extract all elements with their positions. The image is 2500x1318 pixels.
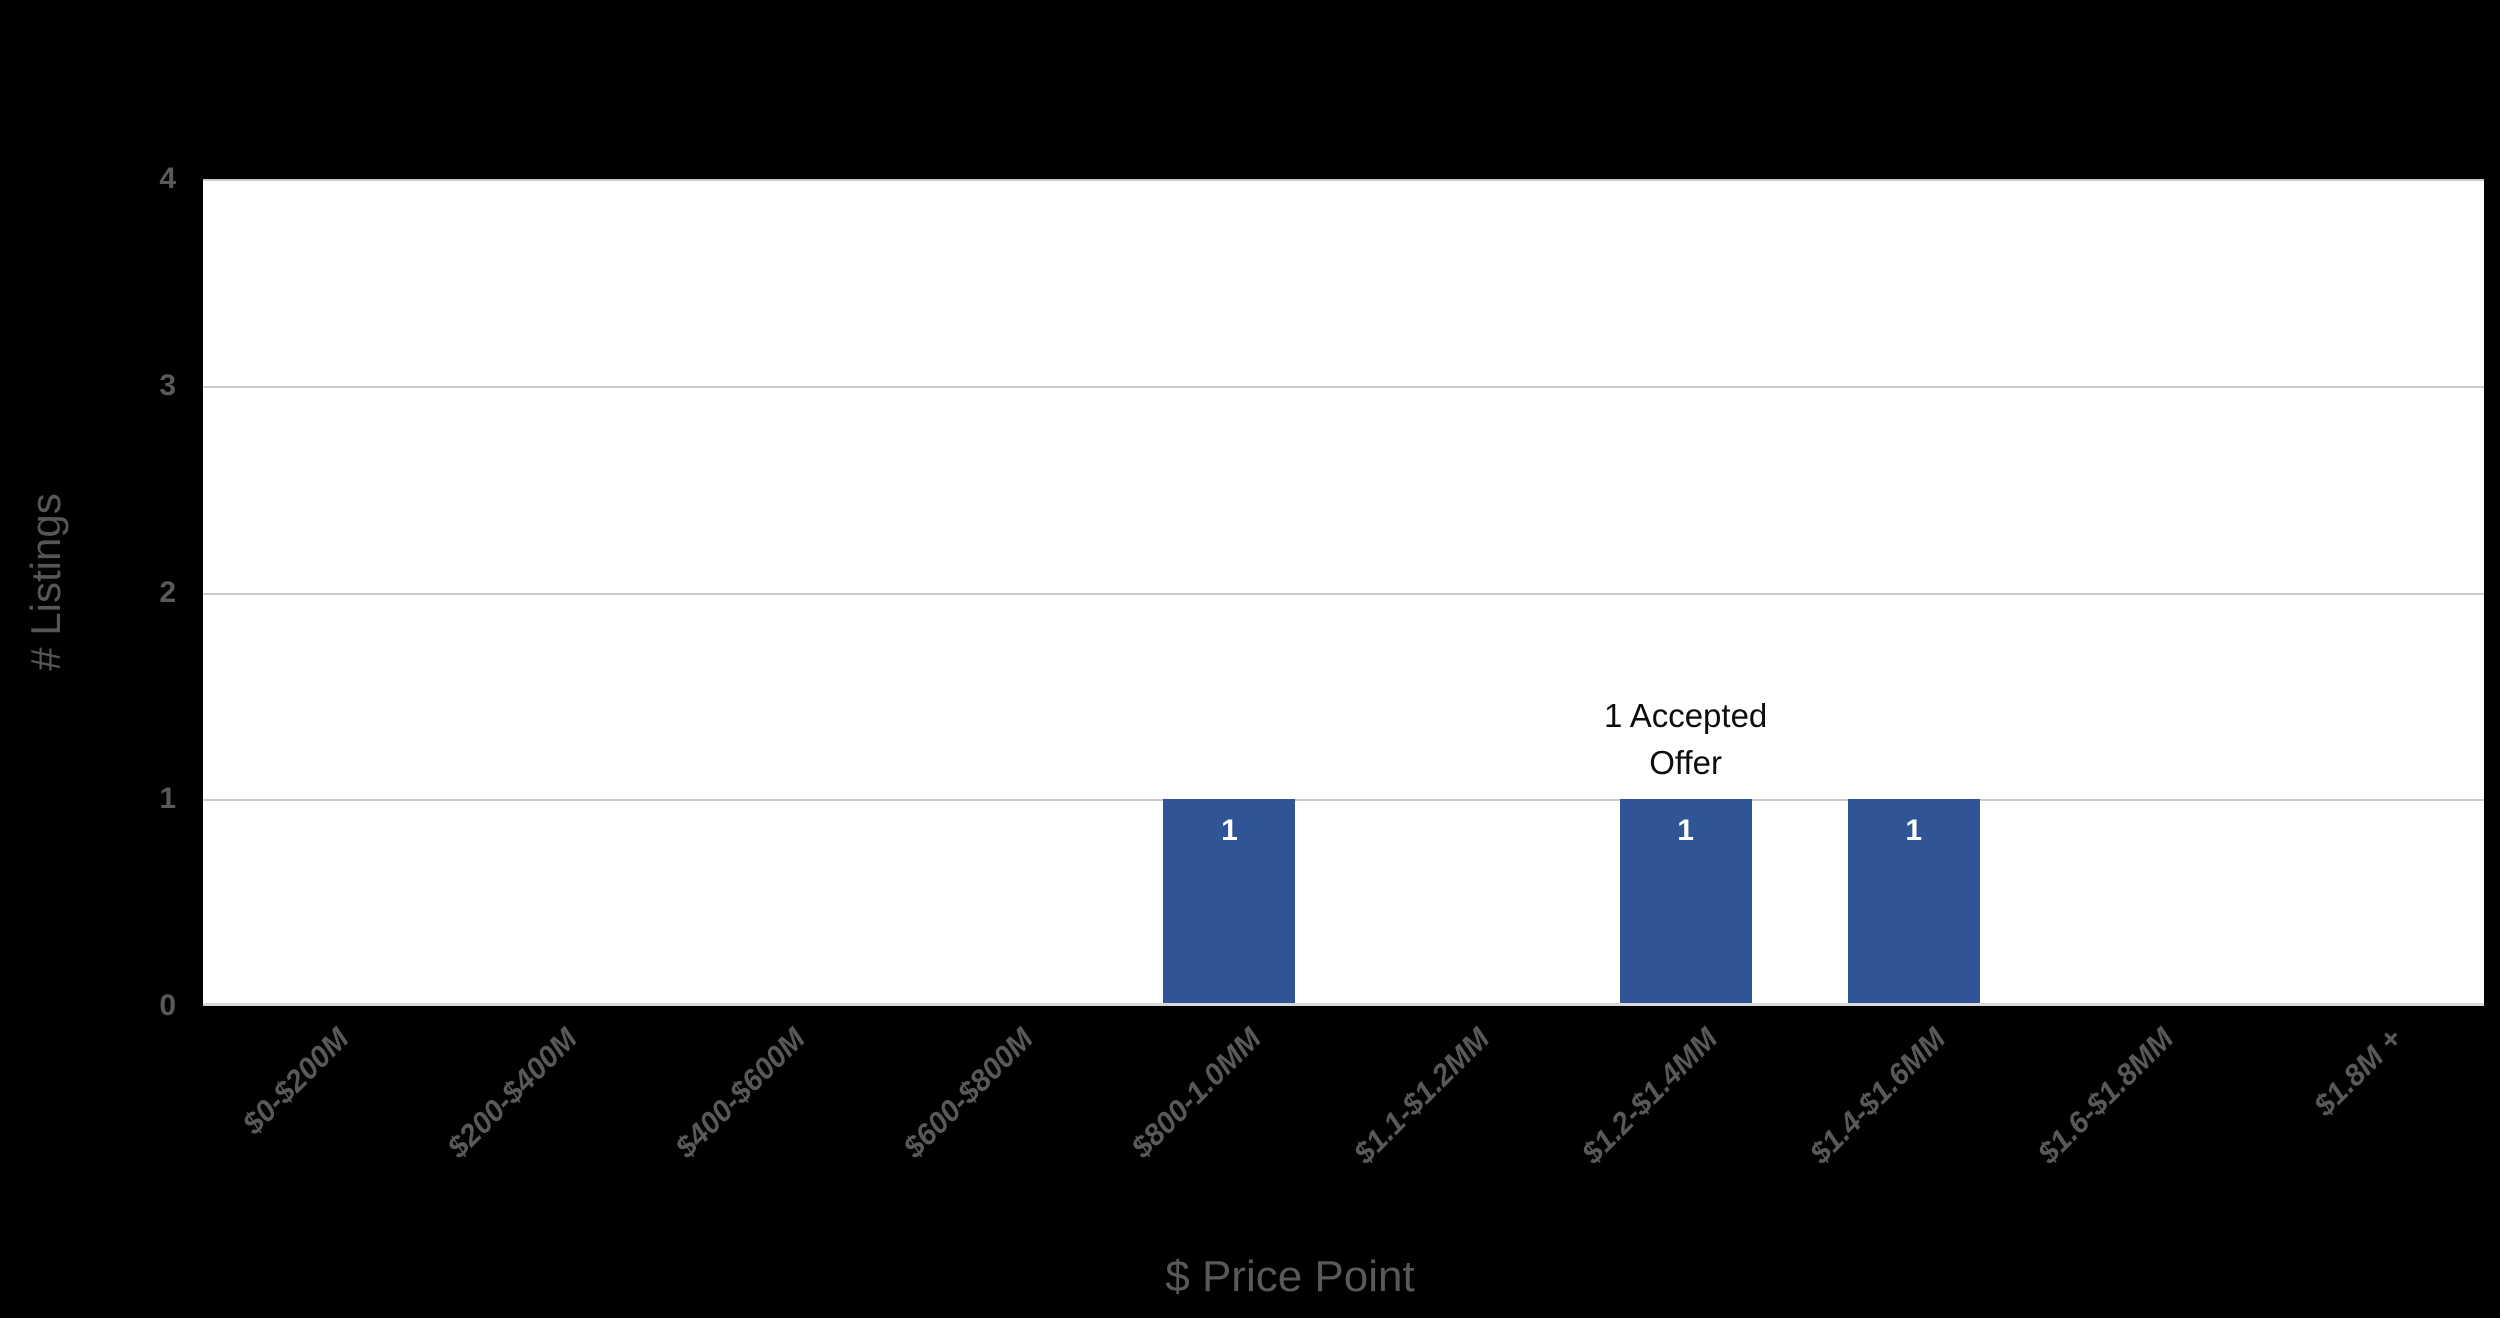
x-tick-label-$1.6-$1.8MM: $1.6-$1.8MM xyxy=(2031,1022,2181,1171)
y-tick-label-2: 2 xyxy=(159,575,176,609)
bar-data-label: 1 xyxy=(1221,814,1238,848)
x-axis-line xyxy=(203,1003,2484,1006)
plot-area: 1 1 1 xyxy=(203,179,2484,1006)
x-tick-label-$1.1-$1.2MM: $1.1-$1.2MM xyxy=(1347,1022,1496,1171)
gridline-y-1 xyxy=(203,799,2484,802)
gridline-y-2 xyxy=(203,592,2484,595)
x-tick-label-$0-$200M: $0-$200M xyxy=(236,1022,356,1141)
bar-$1.4-$1.6MM: 1 xyxy=(1847,799,1980,1006)
annotation-line: 1 Accepted xyxy=(1603,697,1768,734)
bar-data-label: 1 xyxy=(1905,814,1923,848)
bar-$1.2-$1.4MM: 1 xyxy=(1619,799,1752,1006)
x-tick-label-$600-$800M: $600-$800M xyxy=(897,1022,1040,1165)
annotation-line: Offer xyxy=(1649,744,1723,781)
y-axis-title: # Listings xyxy=(22,493,69,671)
x-tick-label-$1.8M +: $1.8M + xyxy=(2307,1022,2409,1123)
y-tick-label-1: 1 xyxy=(159,782,176,816)
x-tick-label-$400-$600M: $400-$600M xyxy=(669,1022,812,1165)
y-tick-label-3: 3 xyxy=(159,368,176,402)
bar-$800-1.0MM: 1 xyxy=(1163,799,1296,1006)
gridline-y-3 xyxy=(203,385,2484,388)
gridline-y-4 xyxy=(203,179,2484,181)
x-tick-label-$1.2-$1.4MM: $1.2-$1.4MM xyxy=(1575,1022,1724,1171)
x-axis-title: $ Price Point xyxy=(1165,1252,1415,1301)
x-tick-label-$800-1.0MM: $800-1.0MM xyxy=(1125,1022,1268,1165)
y-tick-label-4: 4 xyxy=(159,162,176,195)
y-tick-label-0: 0 xyxy=(159,989,176,1022)
x-tick-label-$1.4-$1.6MM: $1.4-$1.6MM xyxy=(1803,1022,1953,1171)
accepted-offer-annotation: 1 Accepted Offer xyxy=(1604,692,1767,786)
bar-data-label: 1 xyxy=(1677,814,1694,848)
x-tick-label-$200-$400M: $200-$400M xyxy=(441,1022,584,1165)
